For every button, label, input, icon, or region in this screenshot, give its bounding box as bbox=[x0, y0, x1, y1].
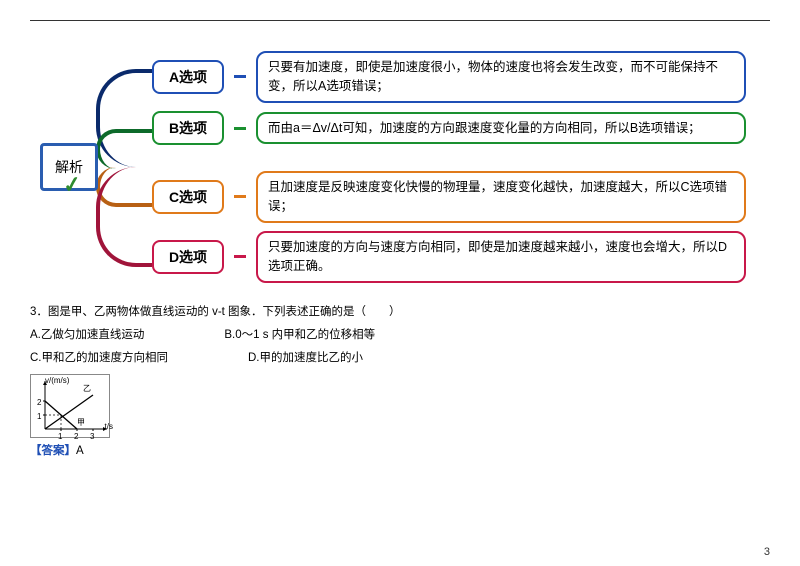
graph-xtick-3: 3 bbox=[90, 429, 94, 445]
graph-ytick-2: 2 bbox=[37, 395, 41, 411]
explain-c-text: 且加速度是反映速度变化快慢的物理量，速度变化越快，加速度越大，所以C选项错误； bbox=[268, 180, 727, 213]
choice-b: B.0～1 s 内甲和乙的位移相等 bbox=[224, 324, 375, 347]
option-d-label: D选项 bbox=[169, 247, 207, 267]
question-row-2: C.甲和乙的加速度方向相同 D.甲的加速度比乙的小 bbox=[30, 347, 770, 370]
vt-graph-svg bbox=[31, 375, 111, 439]
root-node: 解析 ✓ bbox=[40, 143, 98, 191]
check-icon: ✓ bbox=[61, 171, 83, 199]
graph-label-yi: 乙 bbox=[83, 381, 91, 397]
explain-d-text: 只要加速度的方向与速度方向相同，即使是加速度越来越小，速度也会增大，所以D选项正… bbox=[268, 240, 727, 273]
choice-d: D.甲的加速度比乙的小 bbox=[248, 347, 363, 370]
option-b-box: B选项 bbox=[152, 111, 224, 145]
question-block: 3．图是甲、乙两物体做直线运动的 v-t 图象．下列表述正确的是（ ） A.乙做… bbox=[30, 301, 770, 463]
option-c-label: C选项 bbox=[169, 187, 207, 207]
option-a-box: A选项 bbox=[152, 60, 224, 94]
graph-label-jia: 甲 bbox=[77, 415, 85, 431]
connector-b bbox=[234, 127, 246, 130]
graph-ytick-1: 1 bbox=[37, 409, 41, 425]
explain-a-box: 只要有加速度，即使是加速度很小，物体的速度也将会发生改变，而不可能保持不变，所以… bbox=[256, 51, 746, 103]
option-d-box: D选项 bbox=[152, 240, 224, 274]
option-b-label: B选项 bbox=[169, 118, 207, 138]
curve-d bbox=[96, 167, 152, 267]
choice-c: C.甲和乙的加速度方向相同 bbox=[30, 347, 168, 370]
mindmap-diagram: 解析 ✓ A选项 只要有加速度，即使是加速度很小，物体的速度也将会发生改变，而不… bbox=[40, 33, 770, 293]
graph-xtick-2: 2 bbox=[74, 429, 78, 445]
option-c-box: C选项 bbox=[152, 180, 224, 214]
answer-line: 【答案】A bbox=[30, 440, 770, 463]
horizontal-rule bbox=[30, 20, 770, 21]
graph-xtick-1: 1 bbox=[58, 429, 62, 445]
branch-a: A选项 只要有加速度，即使是加速度很小，物体的速度也将会发生改变，而不可能保持不… bbox=[152, 51, 746, 103]
branch-c: C选项 且加速度是反映速度变化快慢的物理量，速度变化越快，加速度越大，所以C选项… bbox=[152, 171, 746, 223]
option-a-label: A选项 bbox=[169, 67, 207, 87]
explain-a-text: 只要有加速度，即使是加速度很小，物体的速度也将会发生改变，而不可能保持不变，所以… bbox=[268, 60, 718, 93]
explain-d-box: 只要加速度的方向与速度方向相同，即使是加速度越来越小，速度也会增大，所以D选项正… bbox=[256, 231, 746, 283]
branch-d: D选项 只要加速度的方向与速度方向相同，即使是加速度越来越小，速度也会增大，所以… bbox=[152, 231, 746, 283]
answer-value: A bbox=[76, 445, 84, 457]
branch-b: B选项 而由a＝Δv/Δt可知，加速度的方向跟速度变化量的方向相同，所以B选项错… bbox=[152, 111, 746, 145]
vt-graph: v/(m/s) t/s 1 2 1 2 3 乙 甲 bbox=[30, 374, 110, 438]
connector-d bbox=[234, 255, 246, 258]
answer-label: 【答案】 bbox=[30, 445, 76, 457]
explain-b-text: 而由a＝Δv/Δt可知，加速度的方向跟速度变化量的方向相同，所以B选项错误； bbox=[268, 121, 701, 135]
page-number: 3 bbox=[764, 546, 770, 558]
curve-b bbox=[96, 129, 152, 169]
explain-c-box: 且加速度是反映速度变化快慢的物理量，速度变化越快，加速度越大，所以C选项错误； bbox=[256, 171, 746, 223]
question-stem: 3．图是甲、乙两物体做直线运动的 v-t 图象．下列表述正确的是（ ） bbox=[30, 301, 770, 324]
connector-a bbox=[234, 75, 246, 78]
explain-b-box: 而由a＝Δv/Δt可知，加速度的方向跟速度变化量的方向相同，所以B选项错误； bbox=[256, 112, 746, 145]
graph-y-label: v/(m/s) bbox=[45, 373, 69, 389]
choice-a: A.乙做匀加速直线运动 bbox=[30, 324, 144, 347]
connector-c bbox=[234, 195, 246, 198]
graph-x-label: t/s bbox=[105, 419, 113, 435]
question-row-1: A.乙做匀加速直线运动 B.0～1 s 内甲和乙的位移相等 bbox=[30, 324, 770, 347]
